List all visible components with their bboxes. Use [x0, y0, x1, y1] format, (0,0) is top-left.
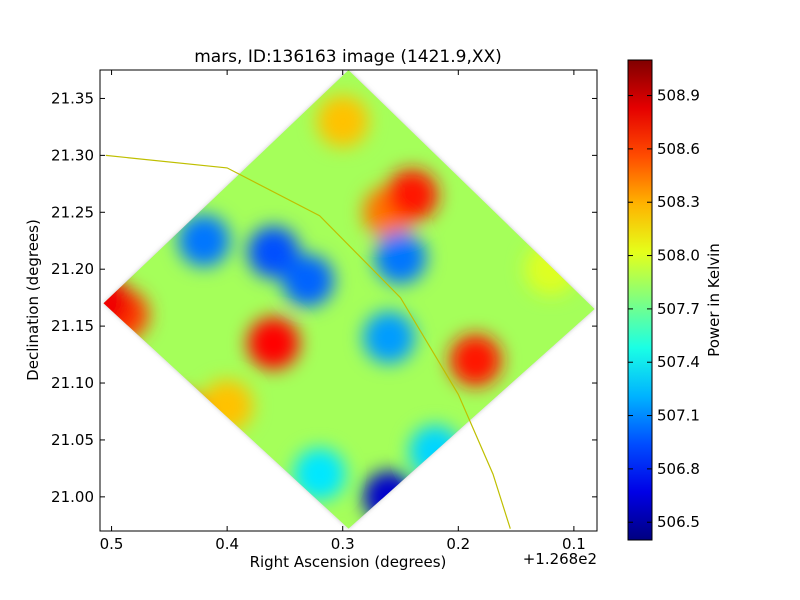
- plot-area: 0.5 0.4 0.3 0.2 0.1 21.00 21.05 21.10 21.15 21.2…: [51, 69, 598, 553]
- x-tick-label: 0.4: [215, 535, 239, 553]
- x-tick-label: 0.1: [562, 535, 586, 553]
- colorbar-tick-label: 507.1: [657, 407, 700, 425]
- colorbar-label: Power in Kelvin: [705, 243, 723, 357]
- heatmap-feature-blue-streak-upper-left: [178, 214, 230, 267]
- heatmap-feature-right-patch: [449, 334, 502, 387]
- x-axis-offset-label: +1.268e2: [523, 550, 597, 568]
- y-tick-label: 21.25: [51, 203, 94, 221]
- overlay-arc: [105, 154, 511, 529]
- heatmap-feature-top-lobe: [316, 95, 369, 148]
- y-tick-label: 21.35: [51, 89, 94, 107]
- x-axis-ticks: 0.5 0.4 0.3 0.2 0.1: [100, 70, 586, 553]
- y-tick-label: 21.05: [51, 431, 94, 449]
- colorbar-ticks: 506.5 506.8 507.1 507.4 507.7 508.0 508.3 508.6…: [628, 87, 700, 531]
- colorbar-tick-label: 507.4: [657, 353, 700, 371]
- colorbar-tick-label: 508.3: [657, 193, 700, 211]
- colorbar-tick-label: 508.9: [657, 87, 700, 105]
- y-axis-label: Declination (degrees): [24, 219, 42, 381]
- y-tick-label: 21.20: [51, 260, 94, 278]
- colorbar-gradient: [628, 60, 652, 540]
- colorbar-frame: [627, 59, 653, 541]
- heatmap-feature-red-knot: [247, 317, 300, 370]
- x-tick-label: 0.5: [100, 535, 124, 553]
- heatmap-feature-blue-streak-upper-left-end: [247, 226, 300, 279]
- heatmap-feature-cyan-bottom: [293, 448, 346, 501]
- heatmap-feature-blue-lower-arm: [363, 311, 415, 364]
- colorbar: 506.5 506.8 507.1 507.4 507.7 508.0 508.3 508.6…: [627, 59, 723, 541]
- y-axis-ticks: 21.00 21.05 21.10 21.15 21.20 21.25 21.30 21.35: [51, 89, 597, 506]
- colorbar-tick-label: 506.5: [657, 513, 700, 531]
- heatmap-feature-ridge-peak: [386, 169, 439, 222]
- y-tick-label: 21.10: [51, 374, 94, 392]
- x-axis-label: Right Ascension (degrees): [250, 553, 447, 571]
- colorbar-tick-label: 507.7: [657, 300, 700, 318]
- y-tick-label: 21.15: [51, 317, 94, 335]
- colorbar-tick-label: 506.8: [657, 460, 700, 478]
- y-tick-label: 21.00: [51, 488, 94, 506]
- plot-frame: [99, 69, 598, 532]
- heatmap-feature-left-corner: [103, 277, 132, 330]
- x-tick-label: 0.2: [446, 535, 470, 553]
- chart-title: mars, ID:136163 image (1421.9,XX): [194, 47, 502, 67]
- y-tick-label: 21.30: [51, 146, 94, 164]
- colorbar-tick-label: 508.6: [657, 140, 700, 158]
- colorbar-tick-label: 508.0: [657, 247, 700, 265]
- x-tick-label: 0.3: [331, 535, 355, 553]
- heatmap-feature-blue-right-arm: [374, 231, 427, 284]
- heatmap-feature-blue-center: [282, 254, 334, 307]
